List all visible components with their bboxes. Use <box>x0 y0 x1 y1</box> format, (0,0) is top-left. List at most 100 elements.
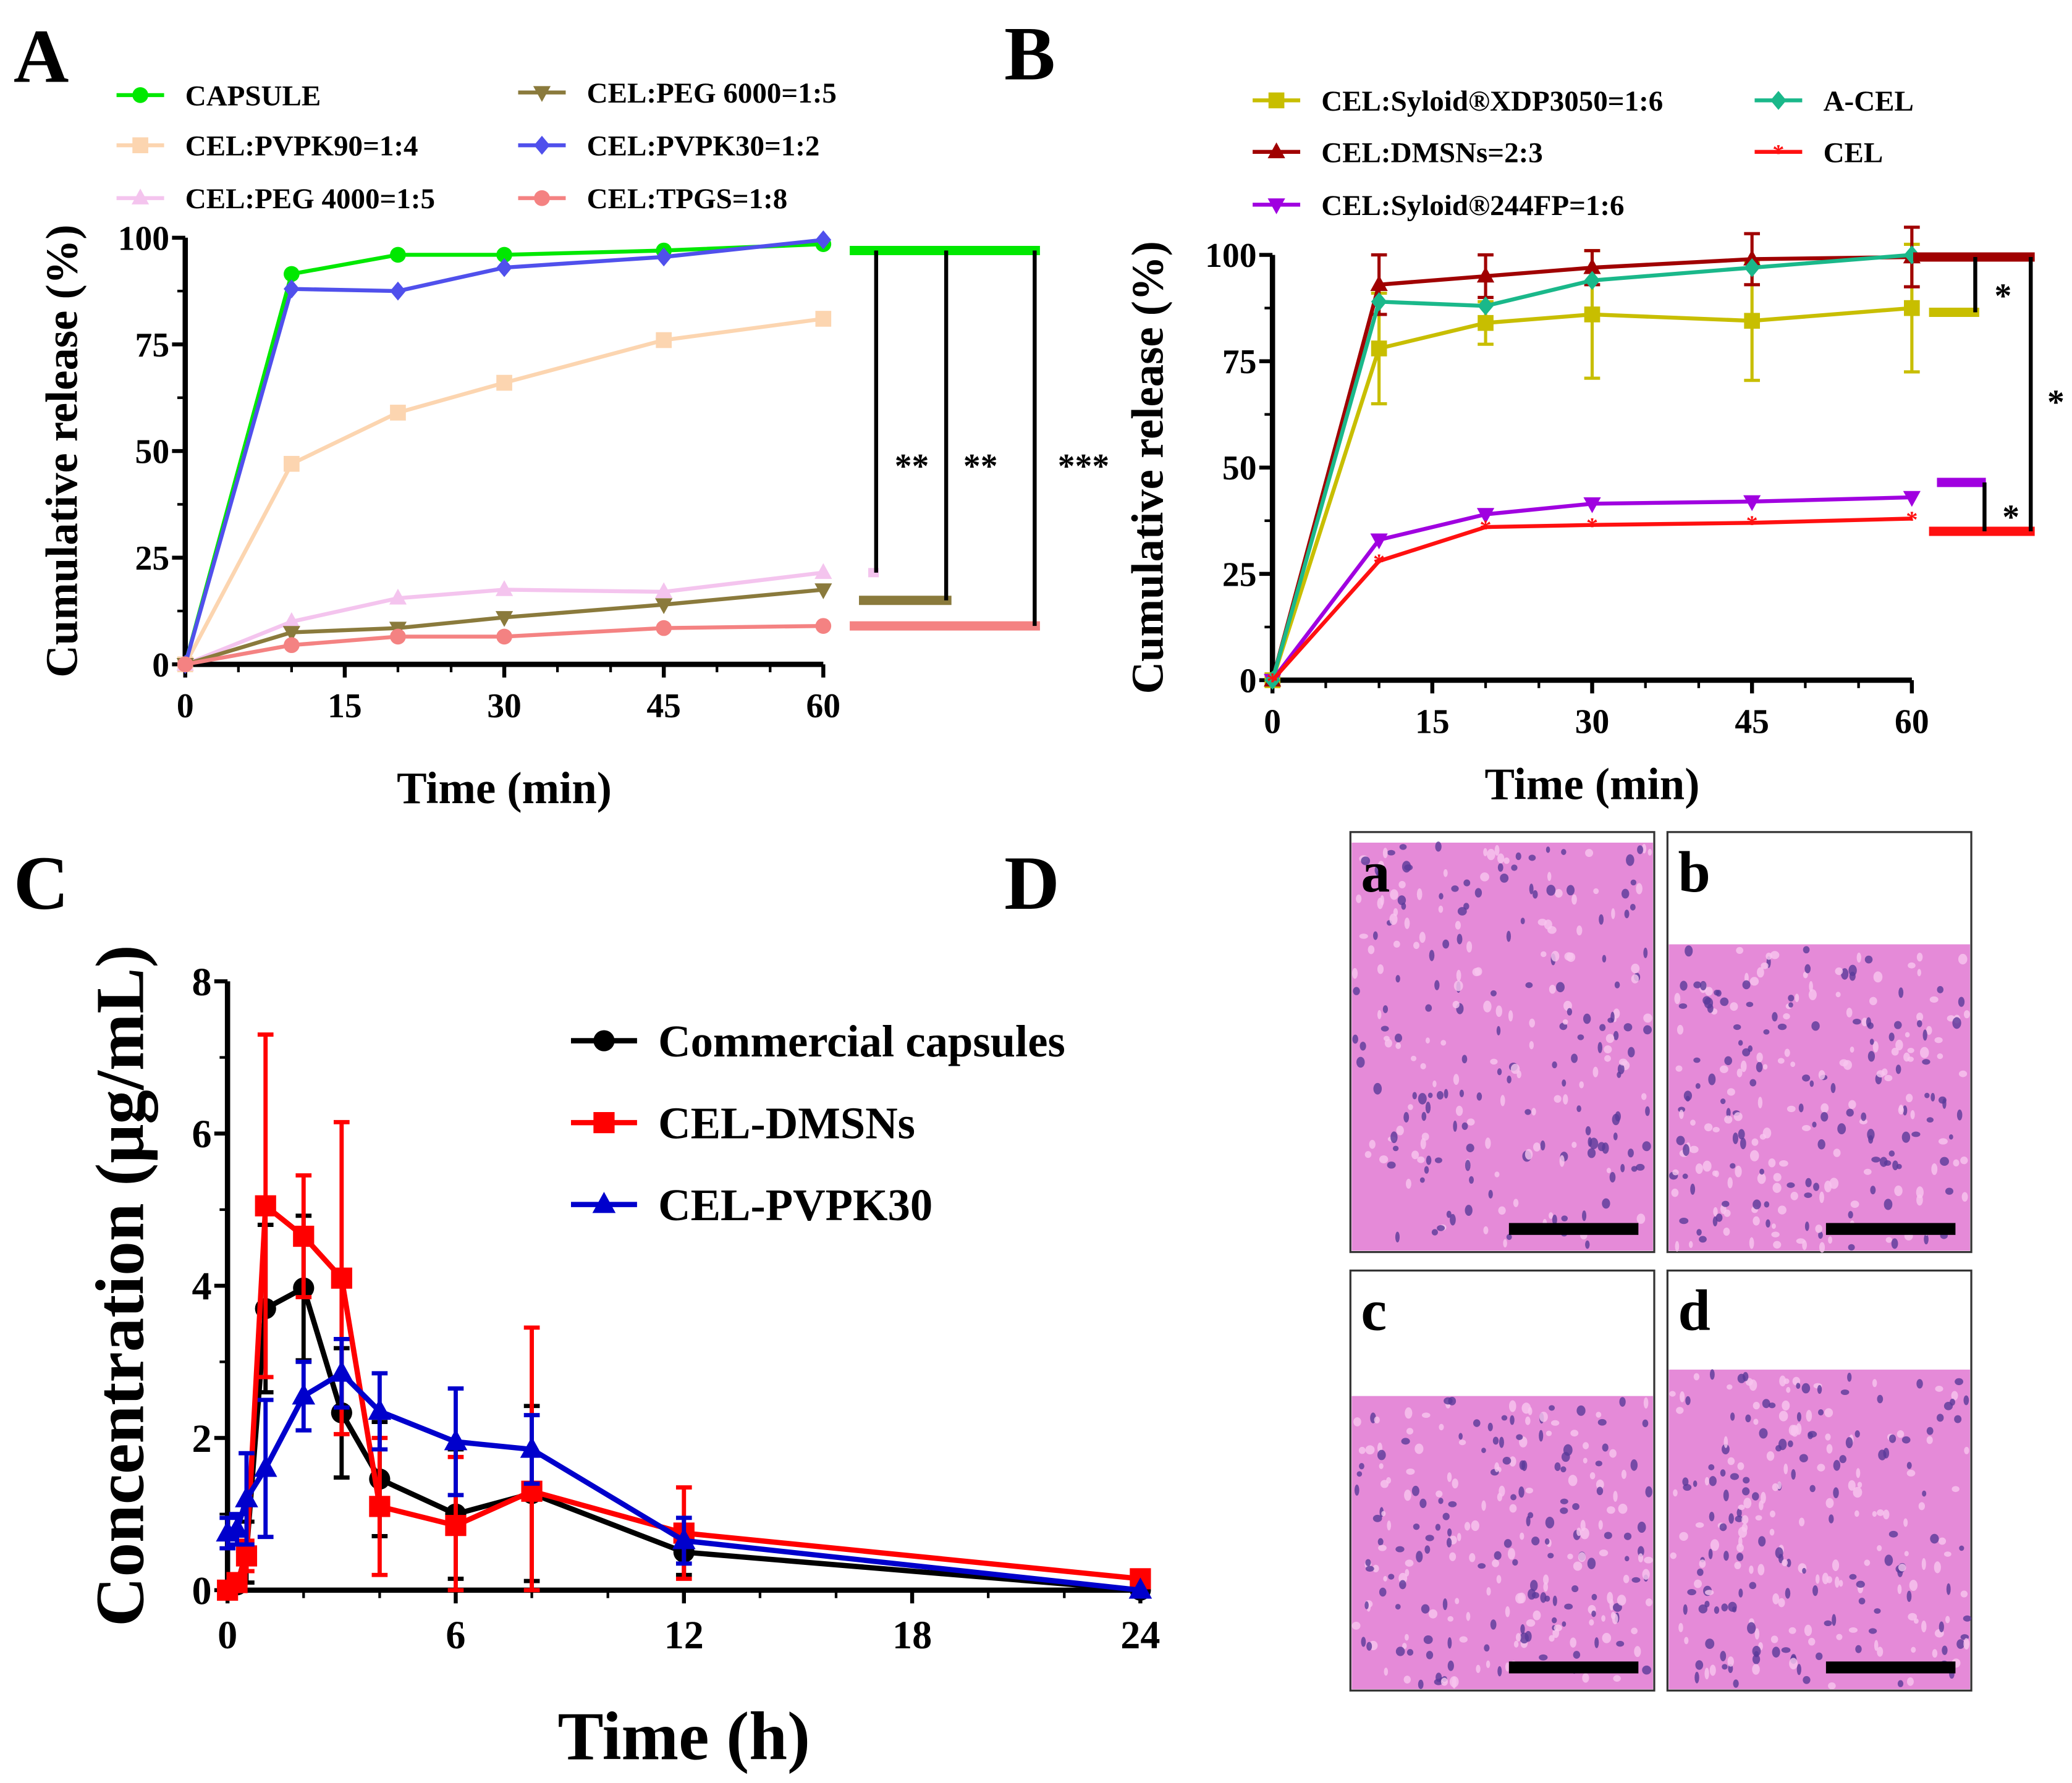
cell-nucleus <box>1447 1660 1454 1671</box>
cell-nucleus <box>1498 1206 1506 1215</box>
cell-nucleus <box>1757 1173 1766 1184</box>
cell-nucleus <box>1539 1411 1548 1422</box>
cell-nucleus <box>1369 1140 1376 1149</box>
cell-nucleus <box>1802 1567 1806 1574</box>
x-tick-label: 60 <box>806 687 841 725</box>
legend-label: CEL:PVPK90=1:4 <box>185 130 418 162</box>
cell-nucleus <box>1403 1111 1410 1123</box>
cell-nucleus <box>1771 1231 1780 1237</box>
cell-nucleus <box>1738 1504 1745 1511</box>
cell-nucleus <box>1787 1182 1795 1188</box>
cell-nucleus <box>1526 1515 1531 1527</box>
cell-nucleus <box>1452 1677 1457 1689</box>
series-line <box>1271 253 1913 681</box>
cell-nucleus <box>1426 1155 1432 1165</box>
cell-nucleus <box>1533 1142 1541 1152</box>
cell-nucleus <box>1786 1386 1791 1393</box>
cell-nucleus <box>1722 1664 1728 1670</box>
cell-nucleus <box>1379 1463 1384 1469</box>
cell-nucleus <box>1567 885 1575 896</box>
series-cel-pvpk30-1-2 <box>177 230 832 674</box>
cell-nucleus <box>1560 1466 1567 1473</box>
cell-nucleus <box>1638 1553 1644 1562</box>
cell-nucleus <box>1916 1379 1923 1389</box>
cell-nucleus <box>1393 908 1398 917</box>
legend-marker <box>592 1192 616 1213</box>
cell-nucleus <box>1410 1055 1417 1061</box>
cell-nucleus <box>1395 1231 1400 1242</box>
cell-nucleus <box>1883 1509 1890 1520</box>
cell-nucleus <box>1903 1518 1908 1527</box>
cell-nucleus <box>1891 1238 1898 1249</box>
cell-nucleus <box>1620 1163 1625 1173</box>
cell-nucleus <box>1877 1545 1882 1551</box>
significance-label: *** <box>1058 447 1109 486</box>
cell-nucleus <box>1720 1651 1727 1661</box>
y-tick-label: 100 <box>1205 237 1256 275</box>
cell-nucleus <box>1749 1237 1754 1249</box>
data-point: * <box>1479 515 1491 541</box>
cell-nucleus <box>1573 1561 1583 1571</box>
cell-nucleus <box>1902 1105 1908 1116</box>
cell-nucleus <box>1387 1520 1392 1531</box>
cell-nucleus <box>1743 1477 1750 1484</box>
cell-nucleus <box>1848 1244 1855 1251</box>
legend-label: CEL-PVPK30 <box>658 1180 932 1230</box>
cell-nucleus <box>1848 1480 1856 1491</box>
legend-label: CAPSULE <box>185 80 321 112</box>
cell-nucleus <box>1906 1677 1914 1686</box>
cell-nucleus <box>1802 1074 1811 1082</box>
cell-nucleus <box>1798 1103 1804 1113</box>
cell-nucleus <box>1888 1032 1895 1042</box>
cell-nucleus <box>1736 946 1744 954</box>
data-point <box>1476 266 1495 283</box>
cell-nucleus <box>1459 1636 1468 1643</box>
legend-marker <box>534 135 550 155</box>
cell-nucleus <box>1963 1638 1969 1650</box>
cell-nucleus <box>1643 1025 1652 1035</box>
series-cel-tpgs-1-8 <box>177 618 832 673</box>
cell-nucleus <box>1740 1137 1746 1150</box>
cell-nucleus <box>1916 1020 1922 1027</box>
significance-label: ** <box>963 447 998 486</box>
cell-nucleus <box>1447 1637 1452 1649</box>
cell-nucleus <box>1687 1588 1696 1596</box>
cell-nucleus <box>1453 1074 1460 1085</box>
series-line <box>184 588 824 667</box>
cell-nucleus <box>1405 1178 1411 1189</box>
cell-nucleus <box>1645 1598 1652 1607</box>
cell-nucleus <box>1884 1074 1893 1082</box>
cell-nucleus <box>1724 1056 1732 1066</box>
cell-nucleus <box>1762 1128 1772 1139</box>
cell-nucleus <box>1722 1200 1730 1207</box>
cell-nucleus <box>1421 1604 1430 1614</box>
cell-nucleus <box>1939 1621 1944 1633</box>
histology-label: d <box>1678 1279 1710 1343</box>
cell-nucleus <box>1877 1509 1884 1516</box>
cell-nucleus <box>1618 1058 1628 1066</box>
cell-nucleus <box>1679 1110 1684 1119</box>
cell-nucleus <box>1803 946 1810 954</box>
cell-nucleus <box>1919 1047 1929 1058</box>
data-point <box>293 1225 315 1247</box>
cell-nucleus <box>1604 1055 1611 1062</box>
cell-nucleus <box>1359 1042 1366 1051</box>
cell-nucleus <box>1785 1588 1791 1599</box>
cell-nucleus <box>1374 864 1384 876</box>
cell-nucleus <box>1442 939 1450 949</box>
cell-nucleus <box>1796 1238 1806 1244</box>
cell-nucleus <box>1520 1532 1524 1540</box>
cell-nucleus <box>1824 1620 1832 1627</box>
cell-nucleus <box>1804 1624 1812 1637</box>
cell-nucleus <box>1554 1462 1561 1472</box>
cell-nucleus <box>1720 1469 1726 1477</box>
cell-nucleus <box>1381 1026 1389 1032</box>
cell-nucleus <box>1571 1053 1578 1063</box>
data-point <box>235 1486 258 1507</box>
cell-nucleus <box>1577 1034 1584 1040</box>
cell-nucleus <box>1397 895 1406 905</box>
cell-nucleus <box>1598 1520 1603 1530</box>
cell-nucleus <box>1695 1522 1704 1528</box>
cell-nucleus <box>1765 952 1772 960</box>
cell-nucleus <box>1404 1490 1411 1501</box>
